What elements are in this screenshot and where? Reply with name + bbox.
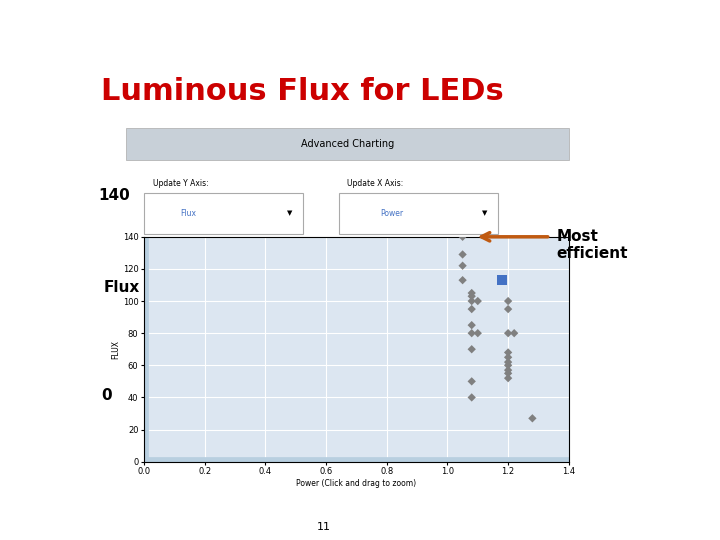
Point: [466, 289, 477, 298]
Point: [457, 232, 469, 241]
Text: Update X Axis:: Update X Axis:: [348, 179, 404, 187]
Text: Flux: Flux: [104, 280, 140, 295]
Point: [503, 297, 514, 306]
Text: Flux: Flux: [180, 208, 196, 218]
Point: [457, 250, 469, 259]
Point: [503, 305, 514, 313]
Point: [466, 377, 477, 386]
Point: [503, 361, 514, 369]
Bar: [126, 127, 569, 160]
Point: [496, 276, 508, 285]
Text: 0: 0: [101, 388, 112, 403]
Text: Power: Power: [297, 434, 355, 452]
Point: [503, 353, 514, 362]
Point: [466, 321, 477, 329]
Text: Update Y Axis:: Update Y Axis:: [153, 179, 208, 187]
Point: [466, 305, 477, 313]
Y-axis label: FLUX: FLUX: [111, 340, 120, 359]
Point: [508, 329, 520, 338]
Point: [503, 358, 514, 367]
Point: [472, 329, 484, 338]
Point: [503, 366, 514, 374]
Point: [526, 414, 538, 423]
X-axis label: Power (Click and drag to zoom): Power (Click and drag to zoom): [297, 479, 416, 488]
Point: [503, 369, 514, 377]
Text: ▼: ▼: [482, 210, 487, 216]
Point: [466, 329, 477, 338]
Point: [466, 292, 477, 301]
Text: 1.2: 1.2: [492, 434, 521, 452]
Point: [466, 393, 477, 402]
Text: Power: Power: [380, 208, 403, 218]
FancyBboxPatch shape: [338, 193, 498, 234]
Text: ▼: ▼: [287, 210, 292, 216]
Point: [472, 297, 484, 306]
Point: [466, 297, 477, 306]
Text: 140: 140: [99, 188, 130, 203]
Text: Most
efficient: Most efficient: [557, 228, 628, 261]
Point: [503, 374, 514, 382]
Text: 11: 11: [317, 522, 331, 532]
Text: Luminous Flux for LEDs: Luminous Flux for LEDs: [101, 77, 504, 106]
Text: Advanced Charting: Advanced Charting: [301, 139, 394, 148]
Point: [503, 348, 514, 357]
Point: [503, 329, 514, 338]
Point: [457, 276, 469, 285]
Point: [466, 345, 477, 354]
FancyBboxPatch shape: [144, 193, 303, 234]
Point: [457, 261, 469, 270]
